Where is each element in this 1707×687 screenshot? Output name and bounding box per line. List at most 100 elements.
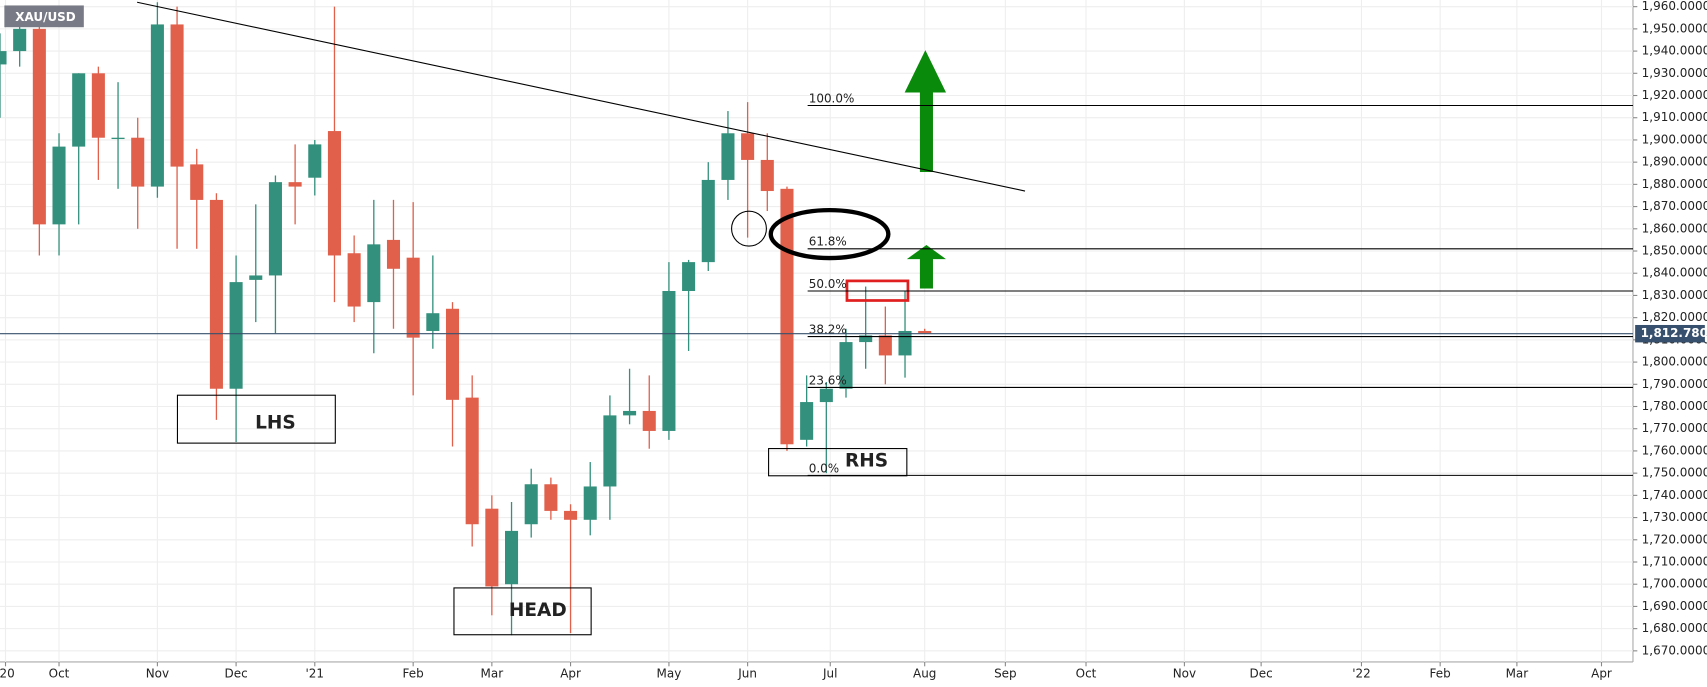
x-tick-label: Apr (560, 666, 581, 680)
candle-body (741, 133, 755, 160)
y-tick-label: 1,760.0000 (1642, 443, 1707, 457)
y-tick-label: 1,690.0000 (1642, 599, 1707, 613)
x-tick-label: May (657, 666, 682, 680)
fib-label: 23.6% (809, 373, 847, 387)
candle-body (308, 144, 322, 178)
candle-body (111, 137, 125, 140)
candle-body (0, 51, 7, 65)
y-tick-label: 1,670.0000 (1642, 643, 1707, 657)
candle-body (131, 137, 145, 187)
fib-label: 61.8% (809, 235, 847, 249)
candle-body (819, 388, 833, 403)
x-tick-label: Mar (1506, 666, 1529, 680)
y-tick-label: 1,910.0000 (1642, 110, 1707, 124)
x-tick-label: Jul (822, 666, 837, 680)
fib-label: 38.2% (809, 322, 847, 336)
candle-body (465, 397, 479, 525)
candle-body (780, 188, 794, 445)
candle-body (52, 146, 66, 225)
x-tick-label: Nov (146, 666, 169, 680)
x-tick-label: Feb (1430, 666, 1451, 680)
candle-body (583, 486, 597, 520)
candle-body (249, 275, 263, 280)
fib-label: 100.0% (809, 91, 855, 105)
annotation-box (453, 587, 592, 636)
candle-body (682, 262, 696, 291)
circle-highlight (731, 210, 767, 247)
x-tick-label: Dec (225, 666, 248, 680)
overlays: LHS HEAD RHS XAU/USD 100.0% 61.8% 50.0% 38.… (0, 1, 1707, 636)
candle-body (347, 253, 361, 307)
y-tick-label: 1,780.0000 (1642, 399, 1707, 413)
candle-body (32, 28, 46, 225)
y-tick-label: 1,890.0000 (1642, 155, 1707, 169)
candle-body (898, 330, 912, 356)
annotation: LHS (255, 413, 296, 434)
arrow-head (906, 244, 947, 260)
ellipse-highlight (768, 207, 891, 261)
candle-body (603, 415, 617, 487)
y-tick-label: 1,720.0000 (1642, 532, 1707, 546)
y-tick-label: 1,850.0000 (1642, 244, 1707, 258)
y-tick-label: 1,770.0000 (1642, 421, 1707, 435)
x-tick-label: Jun (737, 666, 757, 680)
candle-body (386, 239, 401, 269)
x-tick-label: '20 (0, 666, 15, 680)
y-tick-label: 1,960.0000 (1642, 0, 1707, 13)
candle-body (662, 290, 676, 431)
candle-body (327, 131, 341, 256)
price-axis-bg (1632, 0, 1707, 687)
candle-body (800, 402, 814, 440)
candle-body (13, 28, 27, 52)
y-tick-label: 1,830.0000 (1642, 288, 1707, 302)
x-tick-label: Aug (913, 666, 936, 680)
y-tick-label: 1,860.0000 (1642, 221, 1707, 235)
y-tick-label: 1,730.0000 (1642, 510, 1707, 524)
candle-body (150, 24, 164, 187)
candle-body (209, 199, 223, 389)
candle-body (72, 73, 86, 147)
y-tick-label: 1,740.0000 (1642, 488, 1707, 502)
candle-body (288, 182, 302, 187)
y-tick-label: 1,870.0000 (1642, 199, 1707, 213)
chart-title: XAU/USD (15, 10, 76, 24)
arrow-head (904, 50, 947, 93)
candle-body (485, 508, 499, 587)
x-tick-label: Oct (49, 666, 70, 680)
last-price-tag (1635, 324, 1705, 343)
y-tick-label: 1,750.0000 (1642, 466, 1707, 480)
x-tick-label: Dec (1250, 666, 1273, 680)
candle-body (544, 484, 558, 511)
x-tick-label: Sep (994, 666, 1017, 680)
y-tick-label: 1,680.0000 (1642, 621, 1707, 635)
candle-body (505, 530, 519, 585)
marks (0, 2, 932, 636)
x-tick-label: '21 (306, 666, 325, 680)
y-tick-label: 1,930.0000 (1642, 66, 1707, 80)
candle-body (406, 257, 420, 338)
y-tick-label: 1,940.0000 (1642, 44, 1707, 58)
y-tick-label: 1,700.0000 (1642, 577, 1707, 591)
last-price-label: 1,812.7800 (1641, 326, 1707, 340)
annotation: RHS (845, 451, 888, 472)
x-tick-label: Apr (1591, 666, 1612, 680)
x-tick-label: '22 (1352, 666, 1371, 680)
x-tick-label: Feb (403, 666, 424, 680)
candle-body (760, 159, 774, 192)
arrow-shaft (919, 258, 933, 289)
candle-body (524, 484, 538, 525)
annotation-box (176, 394, 336, 444)
y-tick-label: 1,790.0000 (1642, 377, 1707, 391)
y-tick-label: 1,900.0000 (1642, 132, 1707, 146)
candle-body (642, 410, 656, 431)
candle-body (367, 244, 381, 303)
y-tick-label: 1,820.0000 (1642, 310, 1707, 324)
candle-body (564, 510, 578, 520)
symbol-tag (4, 5, 84, 28)
y-tick-label: 1,800.0000 (1642, 355, 1707, 369)
candle-body (268, 182, 282, 276)
y-tick-label: 1,920.0000 (1642, 88, 1707, 102)
candle-body (190, 164, 204, 200)
